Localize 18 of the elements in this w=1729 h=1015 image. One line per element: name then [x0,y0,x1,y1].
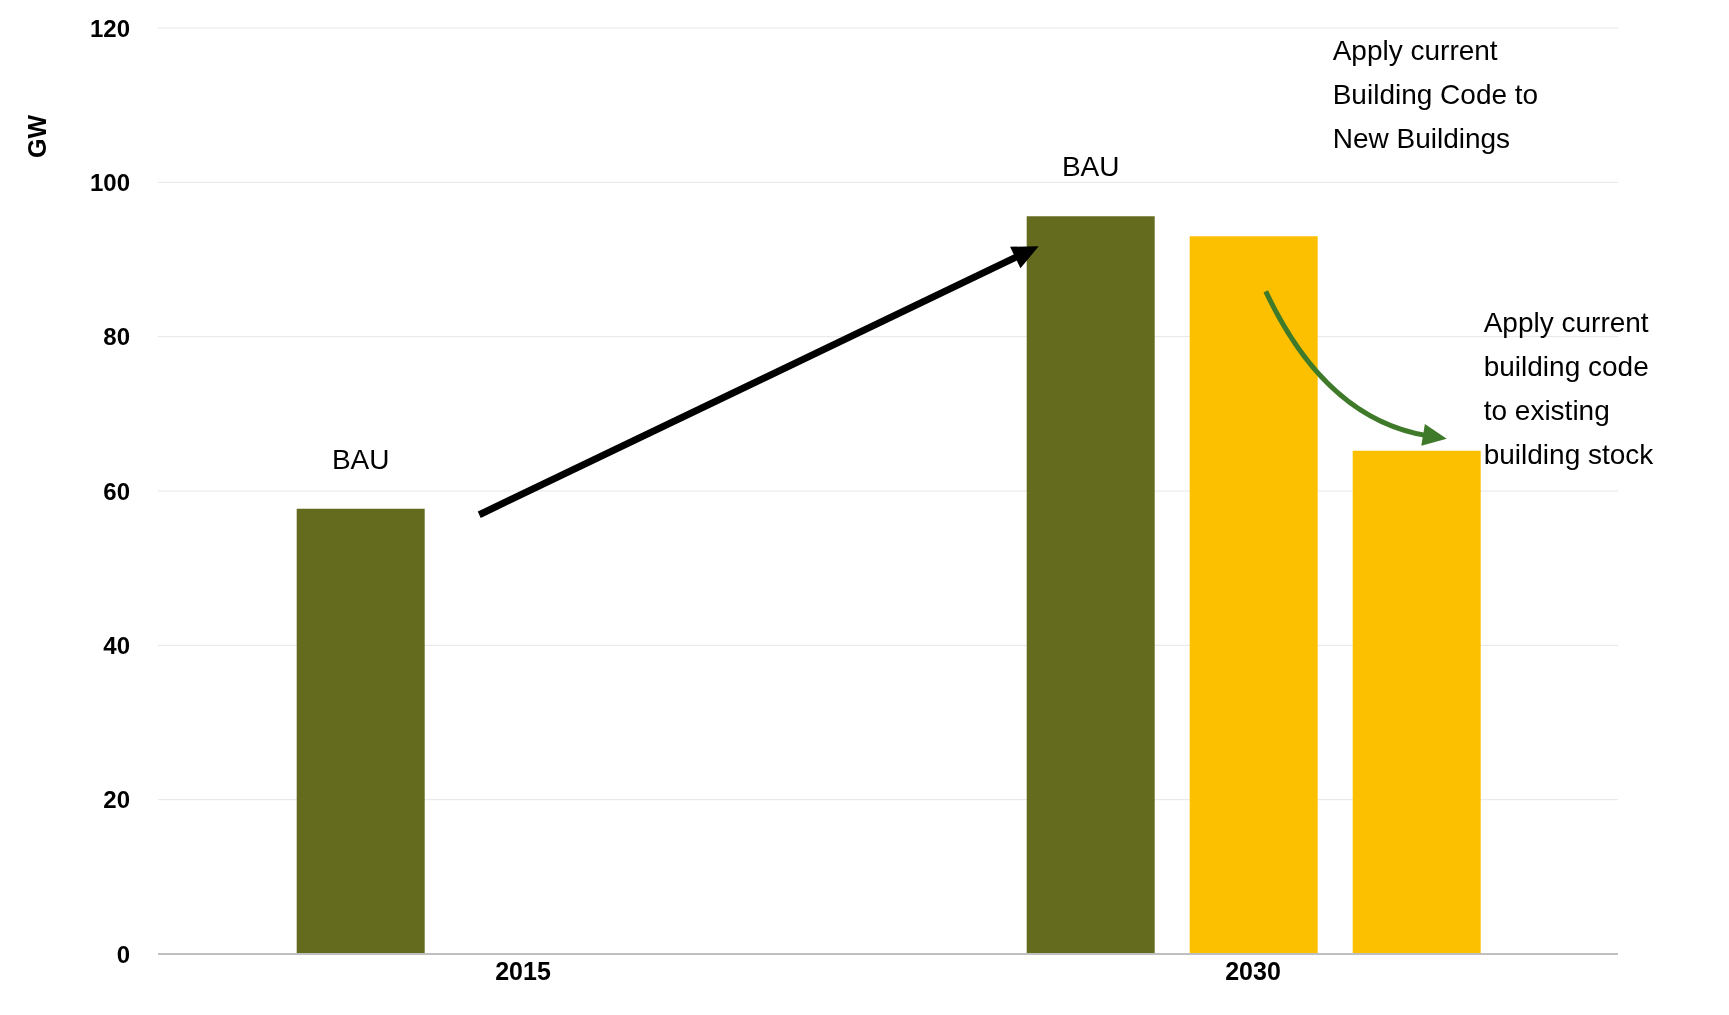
series-label: Apply current building code to existing building stock [1483,306,1655,470]
y-tick-label: 40 [103,631,130,659]
bar [1352,450,1481,954]
y-tick-label: 120 [89,14,130,42]
y-tick-label: 0 [116,940,130,968]
y-tick-label: 60 [103,477,130,505]
y-tick-label: 20 [103,786,130,814]
bar [1189,236,1318,954]
y-tick-label: 80 [103,323,130,351]
text: BAU [1061,151,1120,183]
text: Apply current Building Code to New Buildings [1332,35,1539,155]
x-tick-label: 2030 [1225,956,1281,985]
series-label: BAU [331,443,390,475]
y-axis-title: GW [22,114,51,158]
bar [296,508,425,954]
y-tick-label: 100 [89,168,130,196]
bar [1026,216,1155,954]
x-tick-label: 2015 [495,956,551,985]
